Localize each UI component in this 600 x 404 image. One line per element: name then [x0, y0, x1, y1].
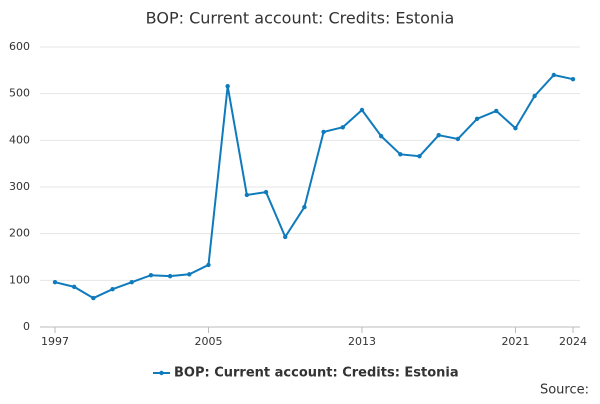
point [91, 295, 96, 301]
point [206, 262, 211, 268]
point [52, 280, 58, 285]
source-label: Source: [540, 383, 589, 398]
y-tick-label: 400 [9, 133, 30, 146]
point [129, 280, 134, 285]
point [71, 284, 77, 290]
point [378, 133, 384, 139]
point [187, 272, 192, 277]
point [283, 234, 288, 240]
point [551, 72, 557, 78]
point [474, 116, 480, 122]
point [455, 136, 461, 142]
point [167, 273, 173, 279]
y-tick-label: 300 [9, 180, 30, 193]
point [513, 126, 518, 131]
point [302, 204, 307, 210]
point [148, 273, 154, 278]
point [359, 107, 365, 113]
legend-label: BOP: Current account: Credits: Estonia [174, 366, 459, 381]
legend-marker [159, 370, 164, 376]
y-tick-label: 100 [9, 273, 30, 286]
x-tick-label: 2024 [559, 335, 587, 348]
point [110, 287, 115, 292]
point [570, 77, 576, 82]
point [436, 133, 441, 138]
y-tick-label: 200 [9, 227, 30, 240]
point [494, 108, 499, 114]
x-tick-label: 2005 [194, 335, 222, 348]
point [225, 84, 230, 89]
x-tick-label: 1997 [41, 335, 69, 348]
point [398, 152, 403, 157]
y-tick-label: 600 [9, 40, 30, 53]
y-tick-label: 500 [9, 87, 30, 100]
point [532, 93, 537, 99]
chart-title: BOP: Current account: Credits: Estonia [146, 9, 455, 28]
x-tick-label: 2021 [501, 335, 529, 348]
line [54, 73, 574, 300]
point [340, 125, 345, 130]
point [244, 192, 250, 198]
point [263, 189, 269, 195]
point [321, 129, 326, 135]
y-tick-label: 0 [23, 320, 30, 333]
x-tick-label: 2013 [348, 335, 376, 348]
point [417, 154, 422, 159]
